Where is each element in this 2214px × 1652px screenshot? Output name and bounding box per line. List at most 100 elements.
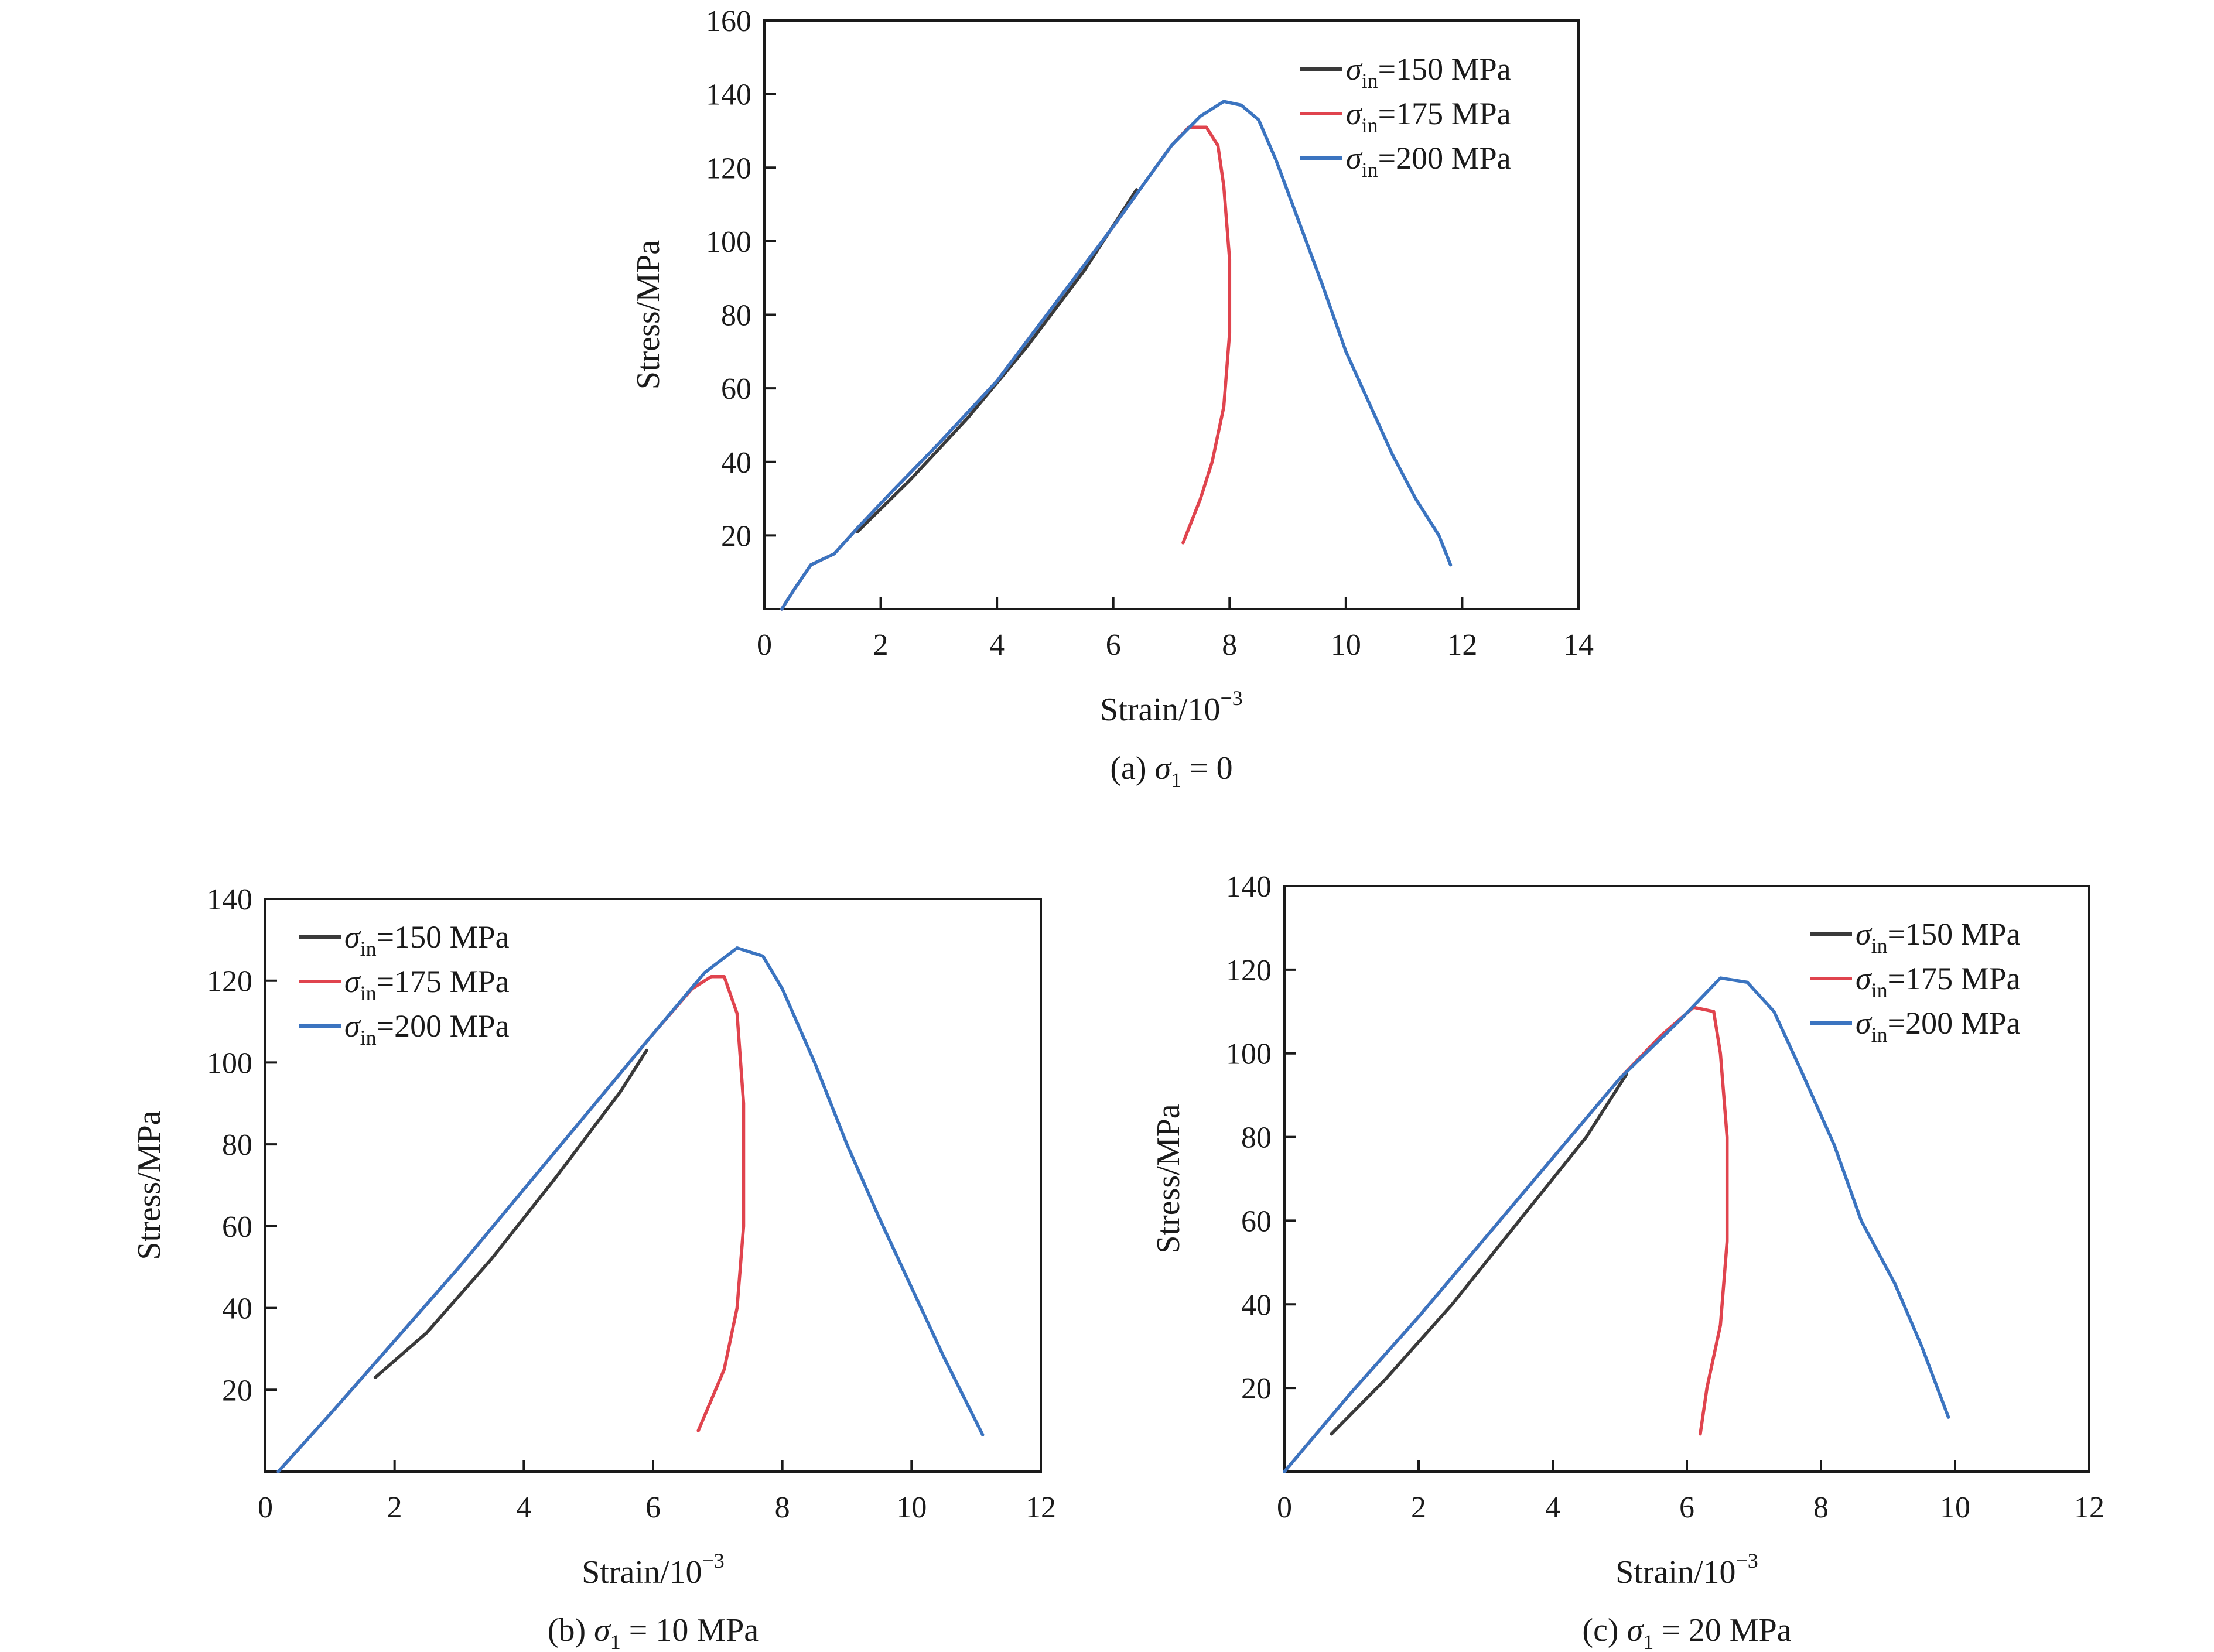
legend-symbol: σ	[1856, 961, 1873, 996]
y-tick-label: 80	[721, 299, 751, 333]
x-tick-label: 12	[1026, 1491, 1056, 1524]
y-tick-label: 140	[1226, 870, 1272, 904]
x-tick-label: 8	[1222, 628, 1237, 662]
legend-symbol: σ	[1856, 1005, 1873, 1041]
y-tick-label: 60	[721, 372, 751, 406]
y-tick-label: 100	[706, 225, 751, 259]
legend-text: =150 MPa	[1378, 52, 1511, 87]
y-tick-label: 40	[222, 1292, 252, 1326]
y-tick-label: 20	[222, 1374, 252, 1407]
legend-text: =200 MPa	[377, 1008, 510, 1044]
legend-text: =150 MPa	[377, 919, 510, 955]
x-tick-label: 6	[1106, 628, 1121, 662]
series-line-1	[1330, 1072, 1628, 1436]
x-tick-label: 4	[516, 1491, 531, 1524]
legend-symbol: σ	[344, 964, 361, 999]
caption-subscript: 1	[610, 1630, 621, 1652]
chart-caption: (c) σ1 = 20 MPa	[1582, 1612, 1791, 1652]
legend-symbol: σ	[344, 919, 361, 955]
caption-suffix: = 20 MPa	[1653, 1612, 1792, 1648]
x-tick-label: 8	[1813, 1491, 1829, 1524]
x-tick-label: 2	[387, 1491, 402, 1524]
legend-subscript: in	[1362, 69, 1378, 93]
y-tick-label: 140	[207, 883, 252, 916]
x-tick-label: 10	[896, 1491, 927, 1524]
series-line-3	[276, 946, 985, 1473]
x-axis-label-text: Strain/10	[1100, 692, 1220, 728]
caption-subscript: 1	[1171, 768, 1181, 792]
legend-subscript: in	[1871, 979, 1888, 1002]
legend-symbol: σ	[1346, 96, 1363, 131]
legend-subscript: in	[1362, 114, 1378, 137]
x-tick-label: 2	[1411, 1491, 1426, 1524]
y-tick-label: 40	[1241, 1288, 1272, 1322]
x-tick-label: 0	[1277, 1491, 1292, 1524]
y-tick-label: 80	[222, 1128, 252, 1162]
x-axis-label-exponent: −3	[702, 1549, 725, 1572]
x-tick-label: 0	[757, 628, 772, 662]
series-line-2	[276, 974, 746, 1473]
y-tick-label: 100	[207, 1046, 252, 1080]
caption-prefix: (b)	[548, 1612, 594, 1648]
legend-text: =200 MPa	[1378, 141, 1511, 176]
legend-text: =150 MPa	[1888, 916, 2021, 952]
legend-symbol: σ	[1346, 52, 1363, 87]
y-tick-label: 20	[1241, 1372, 1272, 1405]
x-tick-label: 12	[2074, 1491, 2104, 1524]
legend-label-3: σin=200 MPa	[344, 1008, 510, 1049]
x-tick-label: 14	[1563, 628, 1594, 662]
legend-text: =200 MPa	[1888, 1005, 2021, 1041]
legend-symbol: σ	[1856, 916, 1873, 952]
y-tick-label: 40	[721, 446, 751, 480]
series-line-3	[1283, 976, 1950, 1473]
x-tick-label: 4	[1545, 1491, 1560, 1524]
legend-label-2: σin=175 MPa	[1856, 961, 2021, 1002]
legend-label-1: σin=150 MPa	[1346, 52, 1511, 93]
series-line-1	[373, 1048, 648, 1380]
x-tick-label: 10	[1940, 1491, 1970, 1524]
caption-prefix: (a)	[1110, 750, 1154, 786]
series-line-1	[856, 188, 1139, 533]
legend-text: =175 MPa	[377, 964, 510, 999]
y-tick-label: 120	[706, 152, 751, 185]
legend-label-1: σin=150 MPa	[344, 919, 510, 960]
y-tick-label: 120	[207, 965, 252, 998]
caption-suffix: = 10 MPa	[621, 1612, 759, 1648]
y-tick-label: 80	[1241, 1121, 1272, 1155]
x-axis-label: Strain/10−3	[582, 1549, 725, 1591]
chart-caption: (b) σ1 = 10 MPa	[548, 1612, 758, 1652]
chart-caption: (a) σ1 = 0	[1110, 750, 1232, 792]
legend-subscript: in	[360, 1026, 377, 1049]
y-tick-label: 100	[1226, 1038, 1272, 1071]
caption-suffix: = 0	[1181, 750, 1233, 786]
legend-label-3: σin=200 MPa	[1856, 1005, 2021, 1046]
legend-label-2: σin=175 MPa	[344, 964, 510, 1005]
caption-symbol: σ	[1154, 750, 1172, 786]
x-axis-label-text: Strain/10	[582, 1554, 702, 1591]
y-tick-label: 60	[1241, 1205, 1272, 1238]
caption-symbol: σ	[594, 1612, 611, 1648]
x-axis-label-text: Strain/10	[1615, 1554, 1735, 1591]
y-axis-label: Stress/MPa	[630, 240, 667, 389]
y-tick-label: 120	[1226, 954, 1272, 987]
x-axis-label-exponent: −3	[1221, 686, 1243, 710]
legend-label-3: σin=200 MPa	[1346, 141, 1511, 182]
x-tick-label: 2	[873, 628, 889, 662]
legend-text: =175 MPa	[1888, 961, 2021, 996]
legend-symbol: σ	[1346, 141, 1363, 176]
caption-prefix: (c)	[1582, 1612, 1627, 1648]
legend-subscript: in	[1871, 1023, 1888, 1046]
legend-subscript: in	[360, 937, 377, 960]
x-tick-label: 6	[1679, 1491, 1694, 1524]
x-tick-label: 6	[645, 1491, 661, 1524]
legend-text: =175 MPa	[1378, 96, 1511, 131]
x-tick-label: 0	[258, 1491, 273, 1524]
y-tick-label: 160	[706, 5, 751, 38]
